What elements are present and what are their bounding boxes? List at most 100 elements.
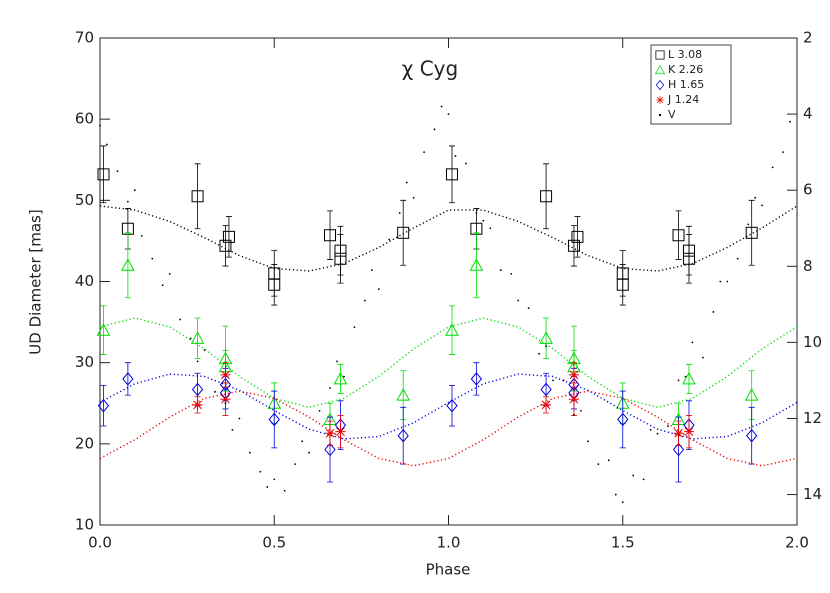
marker-dot [771,166,774,169]
marker-dot [329,387,331,389]
marker-dot [475,212,478,214]
marker-diamond [470,372,483,386]
x-tick-label: 2.0 [785,534,809,552]
marker-dot [238,417,241,420]
error-bar [222,225,229,267]
marker-dot [754,196,757,199]
marker-dot [336,360,338,363]
marker-dot [133,189,136,192]
error-bar [748,406,755,465]
marker-dot [447,113,450,115]
marker-diamond [122,372,134,386]
marker-triangle [96,323,111,336]
marker-dot [482,219,485,222]
marker-diamond [540,382,552,397]
marker-triangle [333,371,348,385]
error-bar [194,163,201,230]
error-bar [225,216,232,258]
marker-dot [747,223,750,226]
error-bar [685,234,692,284]
marker-dot [283,489,286,492]
marker-square [219,239,232,252]
error-bar [100,305,107,355]
error-bar [675,210,682,260]
marker-dot [377,288,380,291]
marker-dot [597,463,600,466]
y-tick-label: 40 [75,272,94,290]
marker-dot [607,459,610,462]
legend-marker [654,64,666,75]
marker-asterisk [220,369,231,380]
marker-dot [632,474,635,477]
error-bar [574,216,581,258]
error-bar [400,199,407,266]
marker-dot [789,120,791,123]
marker-square [397,226,410,239]
x-axis-label: Phase [426,561,471,579]
marker-dot [214,390,216,393]
marker-dot [189,337,192,340]
marker-asterisk [335,426,346,437]
error-bar [570,225,577,267]
marker-square [324,229,337,242]
error-bar [337,363,344,394]
marker-asterisk [568,369,579,380]
marker-asterisk [673,428,684,439]
marker-triangle [396,388,411,401]
marker-asterisk [568,394,579,405]
legend-label: V [668,108,676,121]
error-bar [543,317,550,360]
marker-dot [266,486,269,488]
error-bar [337,234,344,284]
y2-tick-label: 4 [803,105,813,123]
marker-dot [370,269,373,271]
marker-dot [412,196,415,199]
marker-dot [719,280,722,283]
marker-dot [580,409,582,412]
y-tick-label: 50 [75,191,94,209]
marker-dot [726,280,729,283]
marker-square [672,229,685,242]
marker-dot [363,299,366,302]
marker-square [191,190,204,203]
marker-dot [161,284,164,287]
marker-diamond [97,398,110,413]
marker-square [682,252,695,265]
marker-dot [126,200,129,203]
marker-dot [106,143,108,146]
y-tick-label: 70 [75,29,94,47]
legend-marker [655,50,665,60]
fit-curve [99,373,798,440]
legend-box [650,44,732,125]
marker-diamond [191,382,204,397]
y-tick-label: 30 [75,353,94,371]
marker-dot [151,257,154,260]
marker-dot [587,440,589,443]
marker-dot [527,307,530,310]
marker-dot [510,272,513,275]
marker-diamond [324,442,336,457]
marker-asterisk [192,399,203,410]
marker-triangle [744,388,759,401]
y2-tick-label: 10 [803,333,822,351]
marker-dot [405,181,408,184]
error-bar [619,264,626,306]
marker-dot [573,413,575,416]
marker-diamond [446,398,458,413]
marker-asterisk [220,394,231,405]
marker-square [540,190,553,203]
marker-dot [259,470,262,473]
error-bar [327,210,334,260]
marker-dot [231,428,234,431]
marker-triangle [190,331,205,344]
marker-dot [552,379,554,382]
marker-diamond [397,428,409,443]
marker-dot [196,360,199,363]
error-bar [124,232,131,299]
marker-dot [224,402,227,405]
y2-tick-label: 6 [803,181,813,199]
marker-square [567,239,580,252]
error-bar [100,384,107,427]
marker-dot [140,234,143,237]
